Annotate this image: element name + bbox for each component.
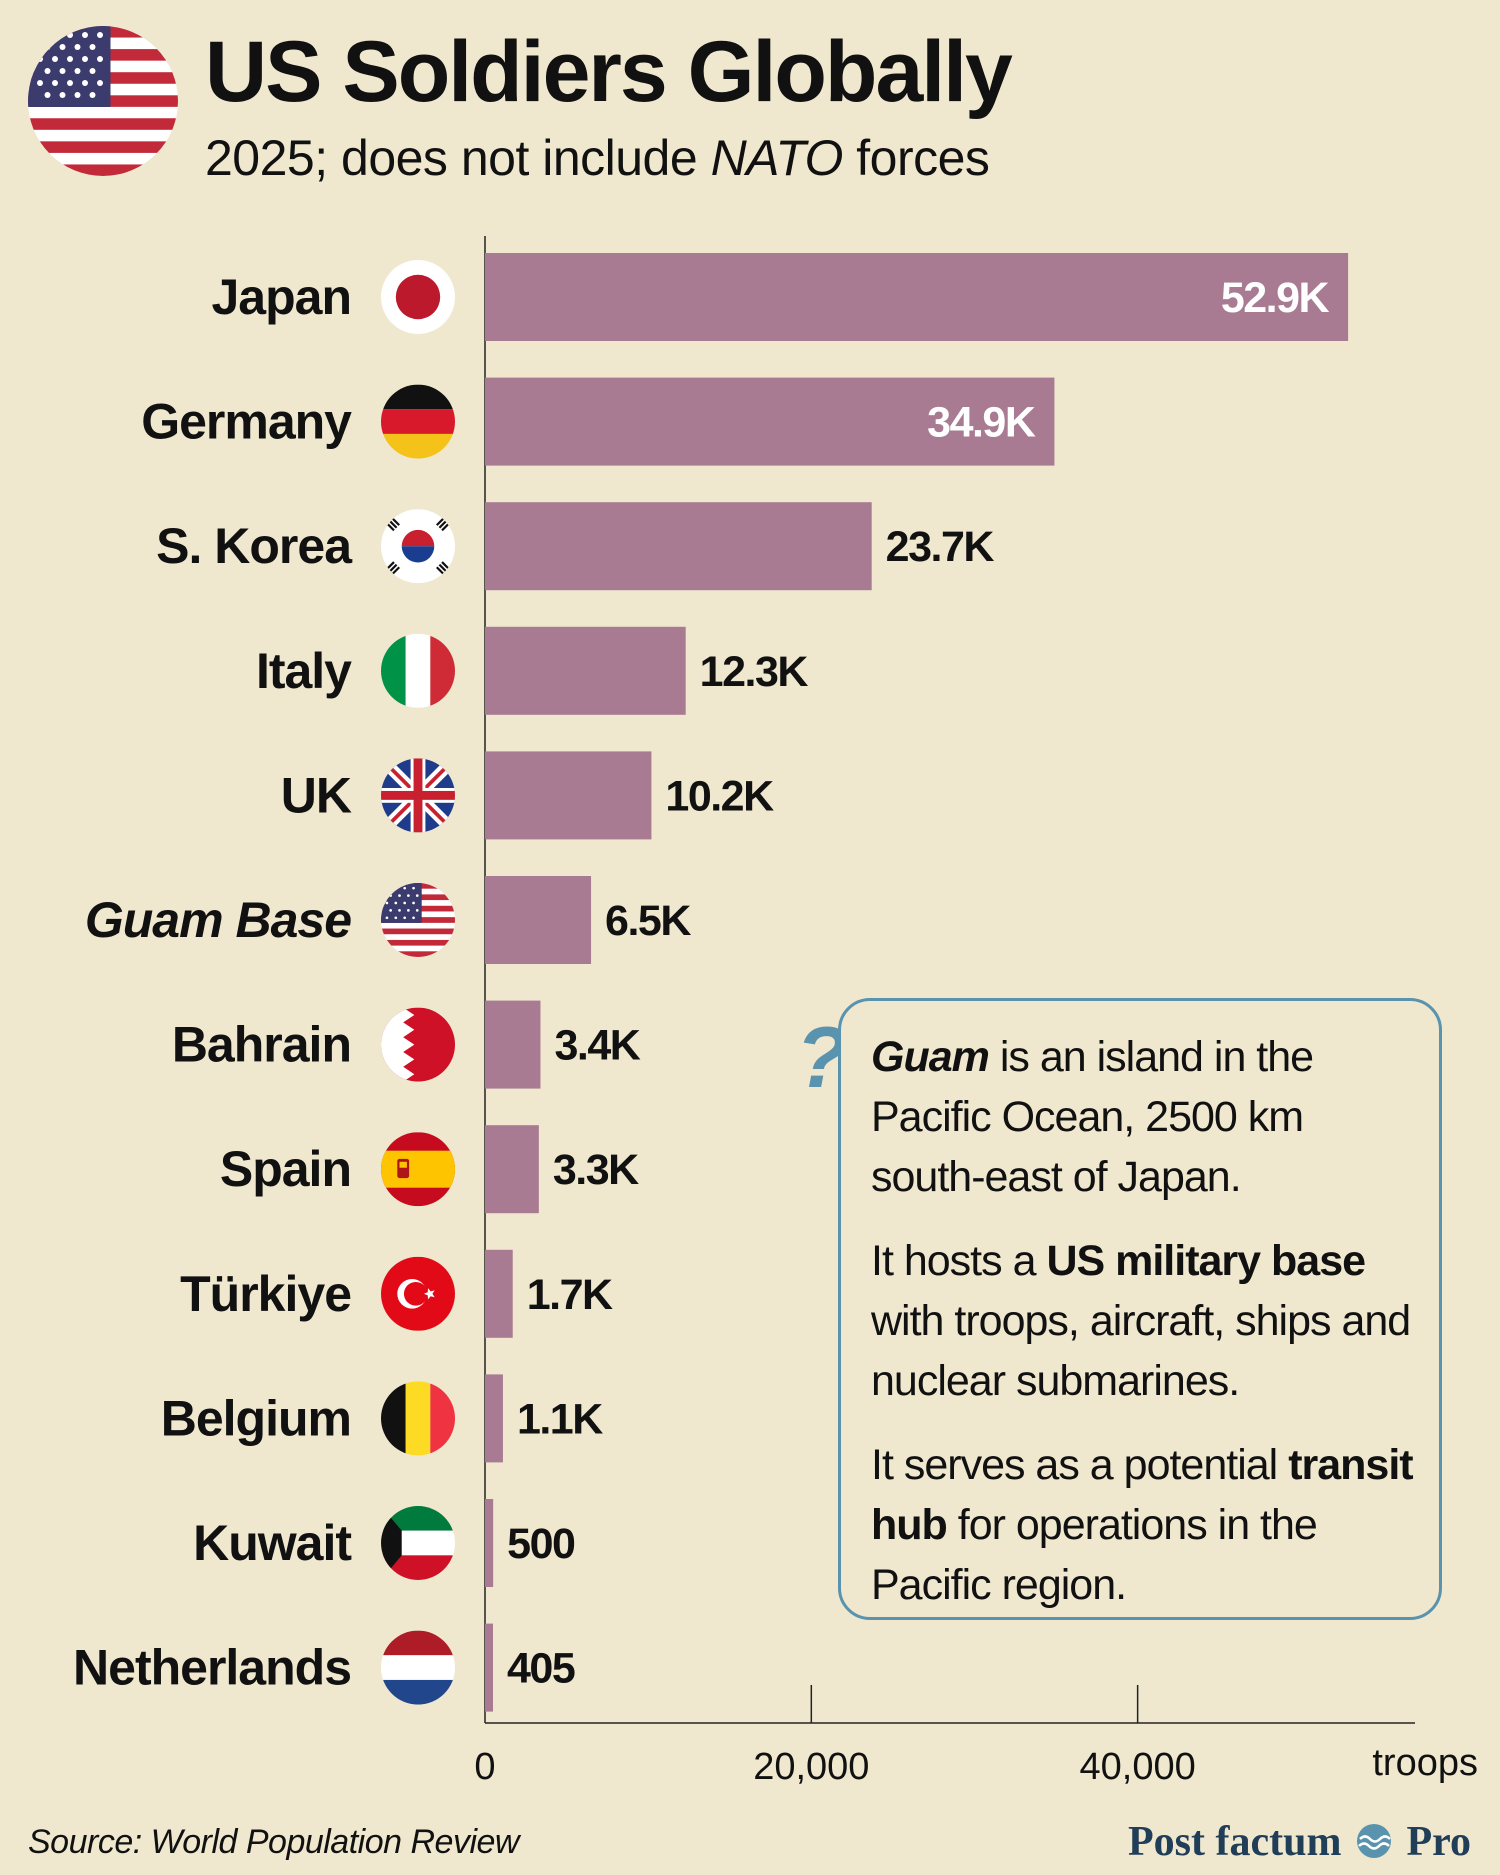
page-subtitle: 2025; does not include NATO forces <box>205 126 990 190</box>
info-paragraph-3: It serves as a potential transit hub for… <box>871 1435 1414 1615</box>
x-tick-label: 20,000 <box>753 1746 869 1788</box>
bar <box>485 1125 539 1214</box>
uk-flag-icon <box>381 758 455 833</box>
info-text-3b: for operations in the Pacific region. <box>871 1501 1318 1609</box>
info-paragraph-2: It hosts a US military base with troops,… <box>871 1231 1413 1411</box>
bar <box>485 502 872 591</box>
bar <box>485 377 1055 466</box>
info-text-2a: It hosts a <box>871 1237 1047 1285</box>
bar <box>485 1499 494 1587</box>
subtitle-emphasis: NATO <box>710 130 844 186</box>
bar <box>485 1000 541 1089</box>
category-label: Kuwait <box>193 1515 352 1571</box>
bar <box>485 253 1349 341</box>
kuwait-flag-icon <box>381 1506 455 1580</box>
category-label: Belgium <box>161 1390 351 1446</box>
category-label: Türkiye <box>180 1266 351 1322</box>
wave-logo-icon <box>1356 1824 1391 1858</box>
data-label: 500 <box>507 1520 575 1568</box>
x-tick-label: 40,000 <box>1080 1746 1196 1788</box>
x-tick-label: 0 <box>474 1746 495 1788</box>
info-highlight-base: US military base <box>1046 1237 1366 1285</box>
info-paragraph-1: Guam is an island in the Pacific Ocean, … <box>871 1027 1413 1207</box>
data-label: 1.7K <box>527 1271 613 1319</box>
bar <box>485 1249 513 1338</box>
data-label: 23.7K <box>886 523 995 571</box>
data-label: 12.3K <box>700 648 809 696</box>
category-label: S. Korea <box>156 518 353 574</box>
info-text-1: is an island in the Pacific Ocean, 2500 … <box>871 1033 1314 1201</box>
data-label: 6.5K <box>605 897 691 945</box>
category-label: Guam Base <box>85 892 351 948</box>
info-text-3a: It serves as a potential <box>871 1441 1289 1489</box>
brand-name: Post factum <box>1128 1819 1342 1865</box>
guam-info-box: Guam is an island in the Pacific Ocean, … <box>838 998 1442 1620</box>
belgium-flag-icon <box>381 1381 455 1456</box>
data-label: 3.3K <box>553 1146 639 1194</box>
bar <box>485 626 686 715</box>
turkiye-flag-icon <box>381 1256 455 1331</box>
category-label: UK <box>281 767 352 823</box>
category-label: Germany <box>141 394 352 450</box>
japan-flag-icon <box>381 260 455 334</box>
info-highlight-hub: transit hub <box>871 1441 1414 1549</box>
italy-flag-icon <box>381 633 455 708</box>
category-label: Bahrain <box>172 1017 351 1073</box>
bar <box>485 876 592 964</box>
us-flag-icon <box>28 26 178 176</box>
bahrain-flag-icon <box>381 1007 455 1082</box>
data-label: 1.1K <box>517 1395 603 1443</box>
data-label: 3.4K <box>554 1022 640 1070</box>
data-label: 405 <box>507 1645 575 1693</box>
bar <box>485 1374 503 1463</box>
bar <box>485 751 652 840</box>
category-label: Spain <box>220 1141 351 1197</box>
info-highlight-guam: Guam <box>871 1033 990 1081</box>
category-label: Italy <box>256 643 352 699</box>
data-label: 10.2K <box>665 772 774 820</box>
data-label: 34.9K <box>927 399 1036 447</box>
data-label: 52.9K <box>1221 274 1330 322</box>
info-text-2b: with troops, aircraft, ships and nuclear… <box>871 1297 1411 1405</box>
germany-flag-icon <box>381 384 455 459</box>
brand-suffix: Pro <box>1406 1819 1471 1865</box>
spain-flag-icon <box>381 1132 455 1207</box>
subtitle-text-end: forces <box>842 130 990 186</box>
brand-logo: Post factum Pro <box>1128 1817 1471 1867</box>
south-korea-flag-icon <box>381 509 455 584</box>
netherlands-flag-icon <box>381 1630 455 1705</box>
bar <box>485 1623 493 1712</box>
category-label: Japan <box>211 269 351 325</box>
subtitle-text: 2025; does not include <box>205 130 711 186</box>
page-title: US Soldiers Globally <box>205 24 1013 120</box>
x-axis-label: troops <box>1372 1742 1478 1784</box>
category-label: Netherlands <box>73 1640 351 1696</box>
us-flag-icon <box>381 883 455 957</box>
source-note: Source: World Population Review <box>28 1823 519 1861</box>
